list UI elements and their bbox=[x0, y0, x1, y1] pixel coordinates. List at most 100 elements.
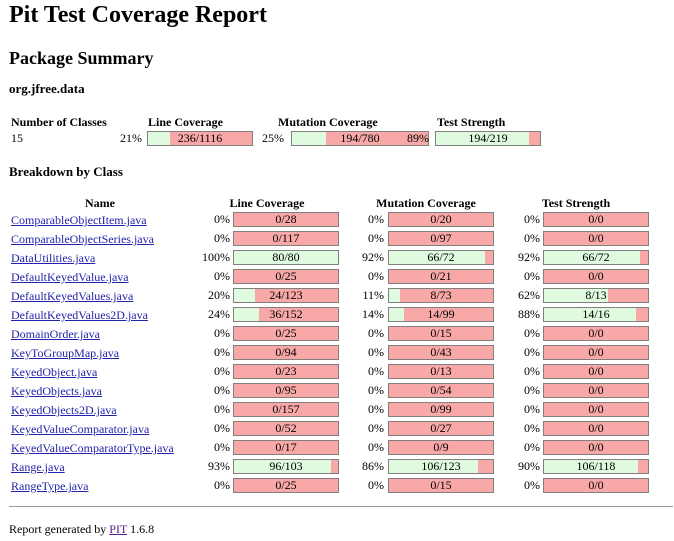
str-bar: 14/16 bbox=[543, 307, 649, 322]
mut-label: 0/99 bbox=[430, 402, 452, 416]
table-row: KeyToGroupMap.java 0% 0/94 0% 0/43 0% 0/0 bbox=[0, 344, 674, 363]
str-fill bbox=[544, 308, 636, 321]
mut-pct: 0% bbox=[368, 478, 384, 492]
class-link[interactable]: DataUtilities.java bbox=[11, 251, 96, 265]
table-row: Range.java 93% 96/103 86% 106/123 90% 106/118 bbox=[0, 458, 674, 477]
mut-label: 0/15 bbox=[430, 326, 452, 340]
mut-label: 8/73 bbox=[430, 288, 452, 302]
str-pct: 92% bbox=[518, 250, 540, 264]
summary-header-strength: Test Strength bbox=[437, 115, 506, 129]
str-label: 0/0 bbox=[588, 383, 604, 397]
line-bar: 0/25 bbox=[233, 269, 339, 284]
mut-bar: 8/73 bbox=[388, 288, 494, 303]
class-link[interactable]: KeyedValueComparatorType.java bbox=[11, 441, 174, 455]
line-label: 36/152 bbox=[269, 307, 303, 321]
line-label: 24/123 bbox=[269, 288, 303, 302]
line-pct: 0% bbox=[214, 269, 230, 283]
footer-version: 1.6.8 bbox=[130, 522, 155, 536]
str-pct: 0% bbox=[524, 269, 540, 283]
mut-label: 66/72 bbox=[427, 250, 455, 264]
summary-strength-fill bbox=[436, 132, 529, 145]
footer-divider bbox=[9, 506, 673, 507]
line-bar: 0/17 bbox=[233, 440, 339, 455]
line-bar: 0/52 bbox=[233, 421, 339, 436]
mut-bar: 14/99 bbox=[388, 307, 494, 322]
table-row: KeyedObject.java 0% 0/23 0% 0/13 0% 0/0 bbox=[0, 363, 674, 382]
mut-label: 0/20 bbox=[430, 212, 452, 226]
class-link[interactable]: ComparableObjectItem.java bbox=[11, 213, 147, 227]
line-bar: 36/152 bbox=[233, 307, 339, 322]
summary-header-line: Line Coverage bbox=[148, 115, 223, 129]
str-bar: 0/0 bbox=[543, 383, 649, 398]
class-link[interactable]: KeyedValueComparator.java bbox=[11, 422, 150, 436]
mut-bar: 0/54 bbox=[388, 383, 494, 398]
line-label: 0/157 bbox=[272, 402, 300, 416]
class-link[interactable]: DefaultKeyedValues2D.java bbox=[11, 308, 148, 322]
line-label: 0/52 bbox=[275, 421, 297, 435]
str-pct: 0% bbox=[524, 421, 540, 435]
str-label: 8/13 bbox=[585, 288, 607, 302]
summary-strength-pct: 89% bbox=[407, 131, 429, 145]
line-label: 0/117 bbox=[272, 231, 300, 245]
line-pct: 0% bbox=[214, 364, 230, 378]
line-label: 0/25 bbox=[275, 326, 297, 340]
str-label: 0/0 bbox=[588, 364, 604, 378]
class-link[interactable]: KeyedObject.java bbox=[11, 365, 98, 379]
class-link[interactable]: KeyToGroupMap.java bbox=[11, 346, 120, 360]
str-bar: 0/0 bbox=[543, 212, 649, 227]
str-label: 0/0 bbox=[588, 326, 604, 340]
line-label: 0/95 bbox=[275, 383, 297, 397]
class-link[interactable]: KeyedObjects2D.java bbox=[11, 403, 117, 417]
str-bar: 0/0 bbox=[543, 231, 649, 246]
summary-line-label: 236/1116 bbox=[177, 131, 223, 145]
line-bar: 0/157 bbox=[233, 402, 339, 417]
line-bar: 24/123 bbox=[233, 288, 339, 303]
mut-bar: 0/97 bbox=[388, 231, 494, 246]
mut-label: 0/21 bbox=[430, 269, 452, 283]
summary-line-fill bbox=[148, 132, 170, 145]
mut-fill bbox=[389, 251, 485, 264]
str-pct: 0% bbox=[524, 383, 540, 397]
str-bar: 0/0 bbox=[543, 421, 649, 436]
line-label: 0/28 bbox=[275, 212, 297, 226]
line-label: 96/103 bbox=[269, 459, 303, 473]
line-label: 0/23 bbox=[275, 364, 297, 378]
str-pct: 0% bbox=[524, 478, 540, 492]
page-title: Pit Test Coverage Report bbox=[9, 2, 267, 28]
mut-pct: 0% bbox=[368, 326, 384, 340]
line-bar: 0/94 bbox=[233, 345, 339, 360]
class-link[interactable]: ComparableObjectSeries.java bbox=[11, 232, 154, 246]
str-label: 66/72 bbox=[582, 250, 610, 264]
class-link[interactable]: DefaultKeyedValues.java bbox=[11, 289, 134, 303]
str-bar: 66/72 bbox=[543, 250, 649, 265]
str-bar: 0/0 bbox=[543, 478, 649, 493]
summary-strength-bar: 194/219 bbox=[435, 131, 541, 146]
mut-pct: 0% bbox=[368, 364, 384, 378]
line-fill bbox=[234, 460, 331, 473]
class-link[interactable]: Range.java bbox=[11, 460, 65, 474]
mut-label: 106/123 bbox=[421, 459, 461, 473]
mut-bar: 0/13 bbox=[388, 364, 494, 379]
mut-label: 0/43 bbox=[430, 345, 452, 359]
str-pct: 88% bbox=[518, 307, 540, 321]
str-bar: 106/118 bbox=[543, 459, 649, 474]
mut-fill bbox=[389, 460, 479, 473]
class-link[interactable]: RangeType.java bbox=[11, 479, 89, 493]
str-pct: 0% bbox=[524, 231, 540, 245]
line-pct: 20% bbox=[208, 288, 230, 302]
line-pct: 24% bbox=[208, 307, 230, 321]
class-link[interactable]: DefaultKeyedValue.java bbox=[11, 270, 129, 284]
line-bar: 0/28 bbox=[233, 212, 339, 227]
class-link[interactable]: KeyedObjects.java bbox=[11, 384, 102, 398]
line-pct: 0% bbox=[214, 212, 230, 226]
mut-label: 0/54 bbox=[430, 383, 452, 397]
mut-label: 0/97 bbox=[430, 231, 452, 245]
str-label: 106/118 bbox=[576, 459, 616, 473]
class-link[interactable]: DomainOrder.java bbox=[11, 327, 100, 341]
line-label: 0/17 bbox=[275, 440, 297, 454]
mut-bar: 106/123 bbox=[388, 459, 494, 474]
str-bar: 0/0 bbox=[543, 402, 649, 417]
table-row: KeyedValueComparator.java 0% 0/52 0% 0/27 0% 0… bbox=[0, 420, 674, 439]
pit-link[interactable]: PIT bbox=[109, 522, 128, 536]
mut-bar: 0/20 bbox=[388, 212, 494, 227]
